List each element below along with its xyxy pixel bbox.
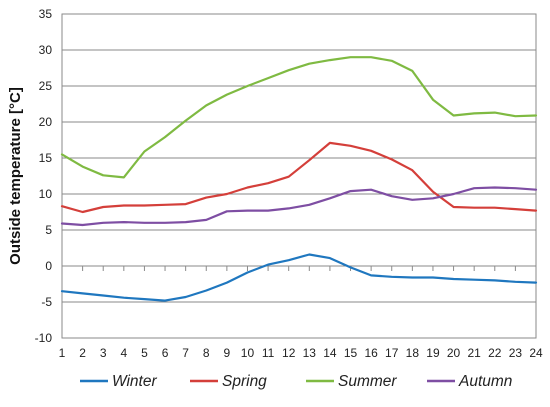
- x-tick-label: 8: [203, 346, 210, 360]
- legend-label-autumn: Autumn: [458, 373, 512, 390]
- y-tick-labels: -10 -5 0 5 10 15 20 25 30 35: [35, 7, 53, 345]
- y-tick-label: 5: [45, 223, 52, 237]
- x-tick-label: 24: [529, 346, 543, 360]
- y-axis-label: Outside temperature [°C]: [7, 87, 24, 265]
- legend-label-summer: Summer: [338, 373, 397, 390]
- x-tick-label: 23: [509, 346, 523, 360]
- x-tick-label: 3: [100, 346, 107, 360]
- x-tick-label: 11: [262, 346, 275, 360]
- plot-frame: [61, 13, 537, 339]
- series-lines: [60, 56, 538, 302]
- legend-label-winter: Winter: [112, 373, 157, 390]
- x-tick-label: 9: [224, 346, 231, 360]
- y-tick-label: 35: [39, 7, 53, 21]
- x-tick-label: 18: [406, 346, 420, 360]
- y-tick-label: -10: [35, 331, 53, 345]
- series-line-autumn: [60, 186, 538, 227]
- x-tick-label: 4: [120, 346, 127, 360]
- x-tick-label: 22: [488, 346, 502, 360]
- y-tick-label: 15: [39, 151, 53, 165]
- y-tick-label: 25: [39, 79, 53, 93]
- x-tick-label: 2: [79, 346, 86, 360]
- x-tick-label: 19: [426, 346, 440, 360]
- x-tick-label: 10: [241, 346, 255, 360]
- x-tick-label: 17: [385, 346, 399, 360]
- series-line-winter: [60, 253, 538, 302]
- y-tick-label: 0: [45, 259, 52, 273]
- x-tick-label: 1: [59, 346, 66, 360]
- x-tick-label: 15: [344, 346, 358, 360]
- gridlines: [62, 49, 536, 303]
- x-tick-label: 13: [303, 346, 317, 360]
- legend-label-spring: Spring: [222, 373, 267, 390]
- y-tick-label: 10: [39, 187, 53, 201]
- x-tick-labels: 1 2 3 4 5 6 7 8 9 10 11 12 13 14 15 16 17 18 19 20 21 22 23 24: [59, 346, 543, 360]
- legend: Winter Spring Summer Autumn: [80, 373, 512, 390]
- series-line-spring: [60, 141, 538, 214]
- x-tick-label: 16: [364, 346, 378, 360]
- x-tick-label: 7: [182, 346, 189, 360]
- x-tick-label: 12: [282, 346, 296, 360]
- x-tick-label: 6: [162, 346, 169, 360]
- x-tick-label: 14: [323, 346, 337, 360]
- x-tick-label: 20: [447, 346, 461, 360]
- series-line-summer: [60, 56, 538, 179]
- y-tick-label: 20: [39, 115, 53, 129]
- x-tick-label: 21: [467, 346, 481, 360]
- y-tick-label: 30: [39, 43, 53, 57]
- axes: [61, 265, 537, 271]
- y-tick-label: -5: [41, 295, 52, 309]
- x-tick-label: 5: [141, 346, 148, 360]
